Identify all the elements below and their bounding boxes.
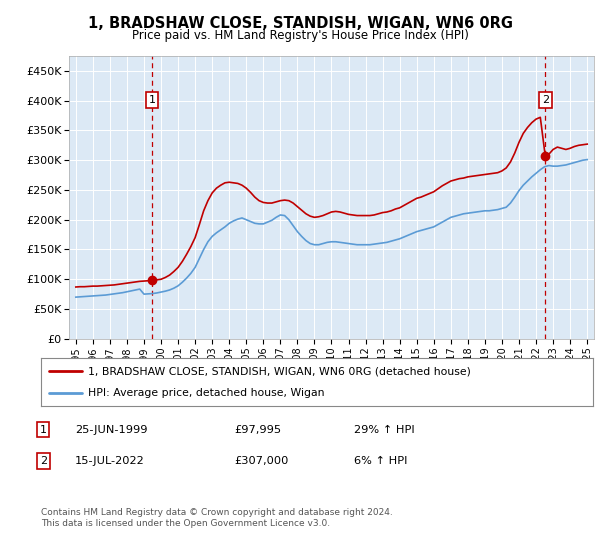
Text: HPI: Average price, detached house, Wigan: HPI: Average price, detached house, Wiga… [88,388,324,398]
Text: 1, BRADSHAW CLOSE, STANDISH, WIGAN, WN6 0RG (detached house): 1, BRADSHAW CLOSE, STANDISH, WIGAN, WN6 … [88,366,470,376]
Text: 2: 2 [40,456,47,466]
Text: 1, BRADSHAW CLOSE, STANDISH, WIGAN, WN6 0RG: 1, BRADSHAW CLOSE, STANDISH, WIGAN, WN6 … [88,16,512,31]
Text: £307,000: £307,000 [234,456,289,466]
Text: 29% ↑ HPI: 29% ↑ HPI [354,424,415,435]
Text: 1: 1 [40,424,47,435]
Text: Contains HM Land Registry data © Crown copyright and database right 2024.
This d: Contains HM Land Registry data © Crown c… [41,508,392,528]
Text: 15-JUL-2022: 15-JUL-2022 [75,456,145,466]
Text: 6% ↑ HPI: 6% ↑ HPI [354,456,407,466]
Text: Price paid vs. HM Land Registry's House Price Index (HPI): Price paid vs. HM Land Registry's House … [131,29,469,42]
Text: 2: 2 [542,95,549,105]
Text: 1: 1 [149,95,155,105]
Text: 25-JUN-1999: 25-JUN-1999 [75,424,148,435]
Text: £97,995: £97,995 [234,424,281,435]
